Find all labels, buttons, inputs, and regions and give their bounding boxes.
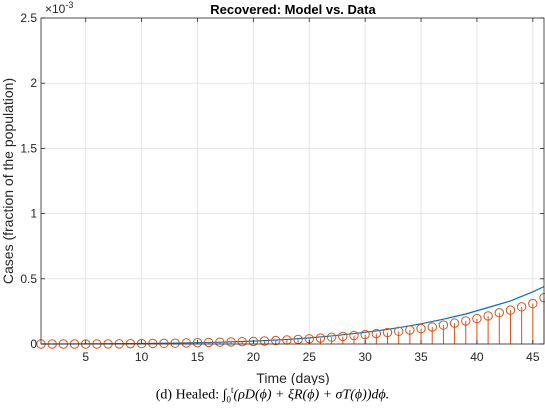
data-point xyxy=(449,318,460,328)
y-tick-label: 1.5 xyxy=(20,141,37,155)
x-tick-label: 35 xyxy=(414,350,428,364)
figure-caption: (d) Healed: ∫0t(ρD(ϕ) + ξR(ϕ) + σT(ϕ))dϕ… xyxy=(0,385,545,407)
y-tick-label: 0.5 xyxy=(20,272,37,286)
x-tick-label: 5 xyxy=(82,350,89,364)
data-point xyxy=(237,336,247,347)
x-tick-label: 40 xyxy=(470,350,484,364)
data-point xyxy=(472,313,482,324)
integral-lower-limit: 0 xyxy=(226,394,231,405)
grid xyxy=(41,17,544,345)
y-tick-label: 2.5 xyxy=(20,11,37,25)
chart-title: Recovered: Model vs. Data xyxy=(210,2,376,17)
caption-formula: (ρD(ϕ) + ξR(ϕ) + σT(ϕ))dϕ. xyxy=(233,387,390,403)
data-point xyxy=(528,298,538,309)
x-axis-label: Time (days) xyxy=(256,370,329,385)
y-tick-label: 1 xyxy=(30,207,37,221)
data-point xyxy=(259,336,270,346)
x-tick-label: 25 xyxy=(303,350,317,364)
data-point xyxy=(181,338,192,348)
data-point xyxy=(405,325,415,335)
data-point xyxy=(271,335,281,346)
data-point xyxy=(326,332,337,342)
data-point xyxy=(505,305,516,315)
plot-frame xyxy=(40,17,545,345)
data-point xyxy=(360,329,370,340)
data-point xyxy=(461,316,471,326)
data-point xyxy=(192,337,203,348)
data-point xyxy=(393,326,404,337)
y-exponent-base: ×10 xyxy=(45,2,66,16)
y-tick-label: 2 xyxy=(30,76,37,90)
data-point xyxy=(427,322,437,332)
data-point xyxy=(203,337,214,348)
y-tick-label: 0 xyxy=(30,337,37,351)
data-point xyxy=(338,331,348,342)
integral-upper-limit: t xyxy=(230,385,234,395)
y-exponent-power: -3 xyxy=(65,0,73,10)
model-line xyxy=(40,286,545,345)
data-point xyxy=(226,337,236,347)
data-point xyxy=(248,336,259,347)
caption-prefix: (d) Healed: xyxy=(155,387,223,403)
x-tick-label: 30 xyxy=(358,350,372,364)
data-point xyxy=(438,320,449,330)
y-exponent: ×10-3 xyxy=(45,0,73,16)
data-point xyxy=(416,323,426,334)
data-point xyxy=(516,302,527,312)
data-point xyxy=(315,333,326,343)
data-point xyxy=(215,337,225,347)
integral-sign: ∫ xyxy=(222,387,227,403)
data-point xyxy=(159,338,169,349)
data-point xyxy=(371,328,382,339)
x-tick-label: 15 xyxy=(191,350,205,364)
x-tick-label: 20 xyxy=(247,350,261,364)
x-tick-label: 10 xyxy=(135,350,149,364)
data-point xyxy=(349,330,359,341)
data-point xyxy=(494,308,504,318)
data-point xyxy=(148,338,158,349)
series-layer xyxy=(36,286,545,349)
x-tick-label: 45 xyxy=(526,350,540,364)
ticks: 5 10 15 20 25 30 35 40 45 0 0.5 1 1.5 2 2.5 xyxy=(20,11,544,364)
data-point xyxy=(170,338,180,348)
data-point xyxy=(382,327,393,338)
y-axis-label: Cases (fraction of the population) xyxy=(0,78,16,284)
data-point xyxy=(483,311,493,321)
chart: 5 10 15 20 25 30 35 40 45 0 0.5 1 1.5 2 2.5 Recovered:… xyxy=(0,0,545,385)
